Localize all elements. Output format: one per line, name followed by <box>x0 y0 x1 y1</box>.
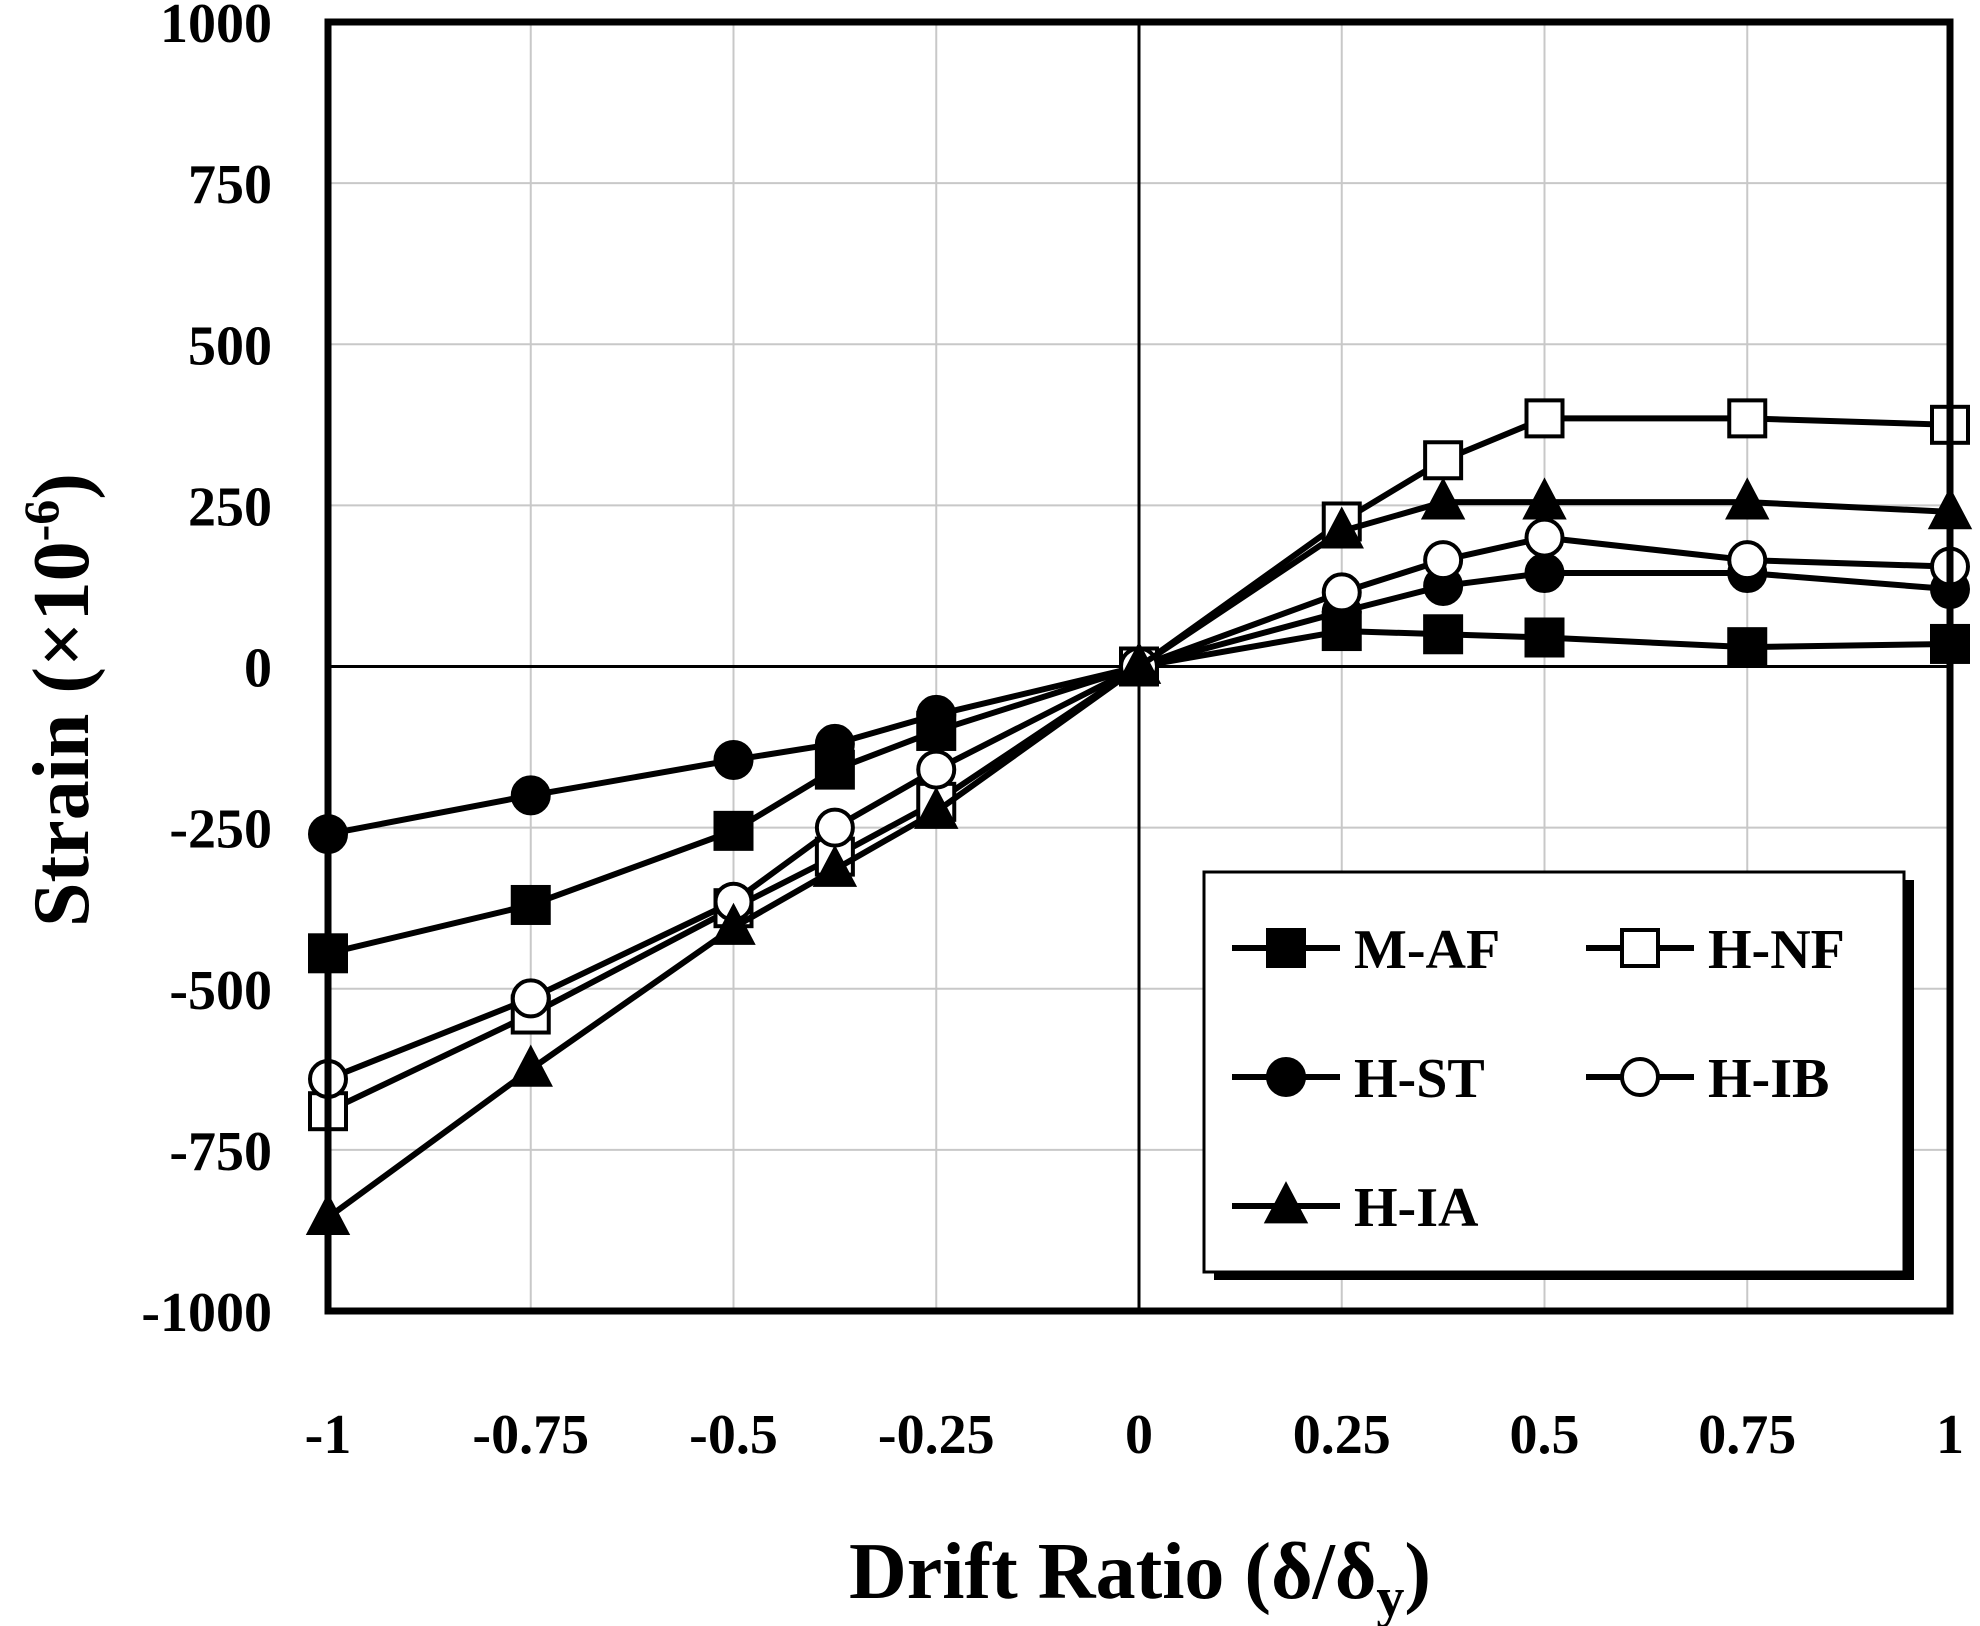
data-point-h-nf <box>1524 398 1565 439</box>
data-point-h-ia <box>508 1044 553 1087</box>
data-point-h-ia <box>1319 506 1364 549</box>
data-point-h-ia <box>812 844 858 887</box>
legend-item-h-nf: H-NF <box>1586 919 1845 981</box>
x-tick-label: 0.75 <box>1698 1404 1796 1466</box>
data-point-m-af <box>713 810 754 851</box>
x-tick-label: 0.25 <box>1293 1404 1391 1466</box>
legend-item-m-af: M-AF <box>1232 919 1500 981</box>
legend-marker-h-st <box>1266 1057 1306 1097</box>
data-point-h-ia <box>1420 477 1466 520</box>
x-axis-title-sub: y <box>1376 1567 1404 1626</box>
x-axis-title-end: ) <box>1404 1528 1431 1616</box>
y-tick-label: -750 <box>169 1121 272 1183</box>
x-tick-label: 0.5 <box>1510 1404 1580 1466</box>
data-point-h-st <box>814 723 855 764</box>
data-point-h-ib <box>814 807 855 848</box>
data-point-h-ia <box>1116 641 1162 684</box>
data-point-h-ib <box>1321 572 1362 613</box>
data-point-h-ia <box>914 786 959 829</box>
y-tick-label: 250 <box>188 476 272 538</box>
x-tick-label: -0.75 <box>472 1404 589 1466</box>
x-axis-title: Drift Ratio (δ/δy) <box>849 1528 1431 1626</box>
legend-label-h-st: H-ST <box>1354 1048 1485 1110</box>
x-tick-label: -0.25 <box>878 1404 995 1466</box>
y-tick-label: -250 <box>169 799 272 861</box>
y-axis-title: Strain (×10-6) <box>13 473 106 927</box>
x-tick-labels: -1 -0.75 -0.5 -0.25 0 0.25 0.5 0.75 1 <box>305 1404 1964 1466</box>
data-point-h-ib <box>1423 540 1464 581</box>
data-point-m-af <box>1727 627 1768 668</box>
legend-marker-h-ib <box>1620 1057 1660 1097</box>
y-tick-label: 500 <box>188 315 272 377</box>
data-point-h-ia <box>1725 477 1770 520</box>
y-tick-label: 0 <box>244 638 272 700</box>
legend-item-h-ib: H-IB <box>1586 1048 1829 1110</box>
data-point-h-ib <box>916 749 957 790</box>
data-point-h-nf <box>1727 398 1768 439</box>
legend-marker-m-af <box>1266 928 1306 968</box>
x-tick-label: 0 <box>1125 1404 1153 1466</box>
x-tick-label: -1 <box>305 1404 352 1466</box>
legend-item-h-st: H-ST <box>1232 1048 1485 1110</box>
data-point-h-ia <box>1522 477 1567 520</box>
data-point-h-ib <box>1727 540 1768 581</box>
legend-label-h-nf: H-NF <box>1708 919 1845 981</box>
data-point-m-af <box>1524 617 1565 658</box>
plot-frame <box>324 18 1954 1315</box>
legend-item-h-ia: H-IA <box>1232 1177 1479 1239</box>
x-tick-label: 1 <box>1936 1404 1964 1466</box>
data-point-h-st <box>916 694 957 735</box>
legend-marker-h-nf <box>1620 928 1660 968</box>
data-point-h-ib <box>510 978 551 1019</box>
y-tick-label: -1000 <box>141 1282 272 1344</box>
data-point-h-st <box>713 739 754 780</box>
data-point-h-st <box>510 775 551 816</box>
y-tick-label: 1000 <box>160 0 272 55</box>
legend: M-AF H-NF H-ST H-IB H-IA <box>1202 870 1914 1280</box>
data-point-m-af <box>510 884 551 925</box>
y-axis-title-main: Strain (×10 <box>18 541 106 927</box>
legend-label-m-af: M-AF <box>1354 919 1500 981</box>
data-point-h-ib <box>1524 517 1565 558</box>
y-axis-title-sup: -6 <box>13 500 69 542</box>
y-tick-labels: -1000 -750 -500 -250 0 250 500 750 1000 <box>141 0 272 1344</box>
legend-label-h-ia: H-IA <box>1354 1177 1479 1239</box>
y-tick-label: 750 <box>188 154 272 216</box>
x-tick-label: -0.5 <box>689 1404 778 1466</box>
data-point-m-af <box>1423 614 1464 655</box>
data-point-h-nf <box>1423 440 1464 481</box>
y-tick-label: -500 <box>169 960 272 1022</box>
data-point-h-ia <box>711 902 756 945</box>
x-axis-title-main: Drift Ratio (δ/δ <box>849 1528 1376 1616</box>
legend-marker-h-ia <box>1263 1181 1309 1224</box>
legend-items: M-AF H-NF H-ST H-IB H-IA <box>1232 919 1845 1239</box>
legend-label-h-ib: H-IB <box>1708 1048 1829 1110</box>
y-axis-title-end: ) <box>18 473 106 500</box>
data-point-h-st <box>1524 553 1565 594</box>
